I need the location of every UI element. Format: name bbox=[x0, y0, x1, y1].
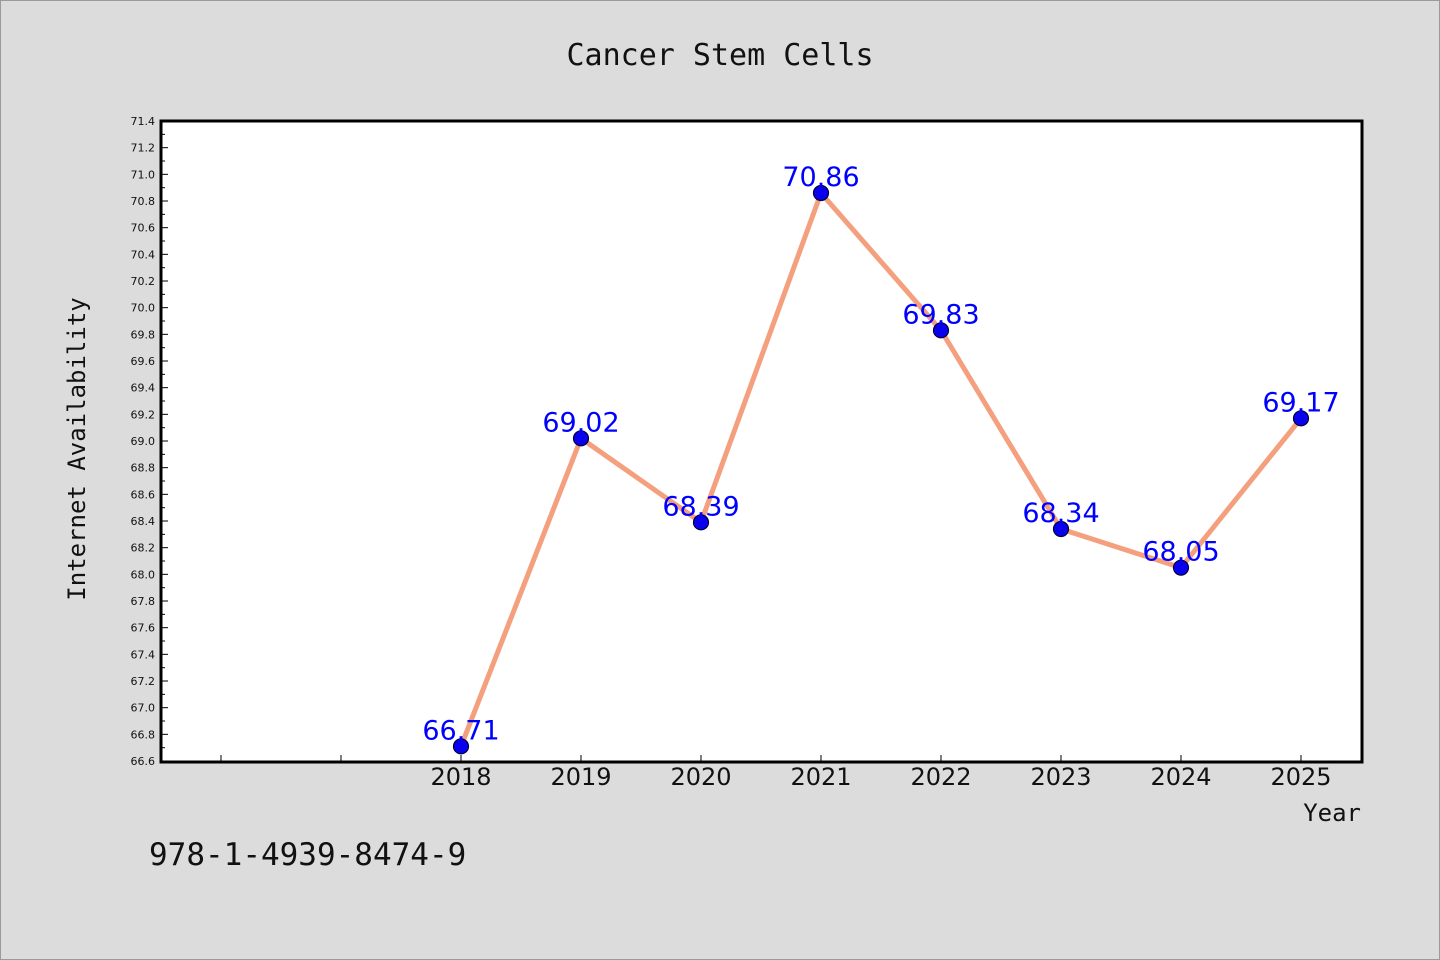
y-tick-label: 68.2 bbox=[131, 542, 156, 555]
chart-title: Cancer Stem Cells bbox=[566, 38, 873, 73]
plot-area bbox=[159, 119, 1364, 764]
y-tick-label: 70.0 bbox=[131, 302, 156, 315]
y-axis-label: Internet Availability bbox=[63, 297, 91, 600]
y-tick-label: 70.4 bbox=[131, 248, 156, 261]
y-tick-label: 69.8 bbox=[131, 328, 156, 341]
y-tick-label: 68.8 bbox=[131, 462, 156, 475]
data-point bbox=[1172, 559, 1190, 576]
y-tick-label: 69.6 bbox=[131, 355, 156, 368]
y-tick-label: 68.0 bbox=[131, 568, 156, 581]
data-label: 70.86 bbox=[782, 162, 859, 193]
y-tick-label: 67.0 bbox=[131, 702, 156, 715]
data-label: 69.83 bbox=[902, 299, 979, 330]
y-tick-label: 70.2 bbox=[131, 275, 156, 288]
y-tick-label: 71.2 bbox=[131, 142, 156, 155]
data-labels: 66.71 69.02 68.39 70.86 69.83 68.34 68.05 69.17 bbox=[422, 162, 1339, 746]
data-label: 69.17 bbox=[1262, 387, 1339, 418]
y-tick-label: 70.8 bbox=[131, 195, 156, 208]
y-tick-label: 68.6 bbox=[131, 488, 156, 501]
x-tick-label: 2020 bbox=[670, 763, 731, 791]
x-axis: 2018 2019 2020 2021 2022 2023 2024 2025 bbox=[220, 755, 1332, 791]
data-point bbox=[812, 184, 830, 202]
x-tick-label: 2022 bbox=[910, 763, 971, 791]
data-point bbox=[1052, 520, 1070, 538]
y-tick-label: 71.4 bbox=[131, 115, 156, 128]
data-point bbox=[1292, 410, 1310, 427]
data-label: 68.05 bbox=[1142, 537, 1219, 568]
x-tick-label: 2019 bbox=[550, 763, 611, 791]
x-axis-label: Year bbox=[1303, 799, 1361, 827]
x-tick-label: 2024 bbox=[1150, 763, 1211, 791]
isbn-code: 978-1-4939-8474-9 bbox=[149, 837, 466, 873]
y-tick-label: 70.6 bbox=[131, 222, 156, 235]
x-tick-label: 2025 bbox=[1270, 763, 1331, 791]
y-tick-label: 68.4 bbox=[131, 515, 156, 528]
y-tick-label: 67.4 bbox=[131, 648, 156, 661]
y-tick-label: 69.4 bbox=[131, 382, 156, 395]
y-tick-label: 66.8 bbox=[131, 728, 156, 741]
x-tick-label: 2018 bbox=[430, 763, 491, 791]
y-tick-label: 71.0 bbox=[131, 168, 156, 181]
data-point bbox=[572, 430, 590, 447]
data-point bbox=[932, 322, 950, 339]
y-tick-label: 67.6 bbox=[131, 622, 156, 635]
data-label: 68.34 bbox=[1022, 498, 1099, 529]
data-point bbox=[452, 738, 470, 755]
x-tick-label: 2021 bbox=[790, 763, 851, 791]
y-tick-label: 69.2 bbox=[131, 408, 156, 421]
data-points bbox=[452, 184, 1310, 755]
data-label: 68.39 bbox=[662, 491, 739, 522]
y-tick-label: 66.6 bbox=[131, 755, 156, 768]
y-tick-label: 69.0 bbox=[131, 435, 156, 448]
data-label: 69.02 bbox=[542, 407, 619, 438]
y-axis: 66.6 66.8 67.0 67.2 67.4 67.6 67.8 68.0 68.2 68.4… bbox=[131, 115, 168, 768]
series-line bbox=[458, 190, 1304, 749]
series-line-group bbox=[458, 190, 1304, 749]
x-tick-label: 2023 bbox=[1030, 763, 1091, 791]
y-tick-label: 67.2 bbox=[131, 675, 156, 688]
data-label: 66.71 bbox=[422, 715, 499, 746]
data-point bbox=[692, 514, 710, 531]
y-tick-label: 67.8 bbox=[131, 595, 156, 608]
